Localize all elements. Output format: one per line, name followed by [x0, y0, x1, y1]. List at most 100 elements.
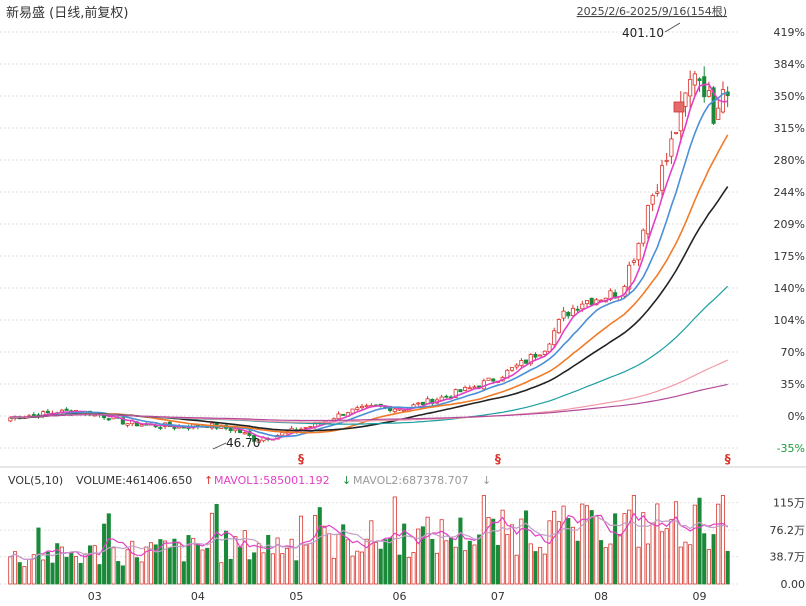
candle-body [341, 413, 346, 416]
volume-bar [55, 543, 60, 585]
candle-body [631, 260, 636, 263]
volume-bar [659, 531, 665, 585]
volume-bar [575, 540, 580, 585]
volume-bar [177, 542, 182, 585]
candle-body [308, 425, 313, 428]
low-pointer-line [212, 442, 227, 450]
volume-bar [453, 546, 458, 585]
volume-bar [233, 536, 238, 585]
volume-bar [284, 548, 289, 585]
volume-ma-lines [10, 512, 729, 560]
y-tick-label: -35% [777, 442, 805, 455]
volume-bar [73, 556, 79, 585]
volume-bar [599, 540, 604, 585]
ma-line [10, 383, 728, 422]
volume-bar [134, 557, 139, 585]
volume-bar [636, 546, 641, 585]
volume-bar [120, 565, 125, 585]
volume-bar [219, 562, 224, 585]
volume-bar [716, 503, 721, 585]
volume-bar [50, 562, 55, 585]
event-marker-icon: § [725, 452, 731, 466]
volume-bar [378, 548, 383, 585]
price-grid [0, 31, 740, 449]
volume-bar [650, 522, 655, 585]
volume-bar [125, 549, 130, 585]
high-pointer-line [664, 22, 681, 33]
mavol1-value: MAVOL1:585001.192 [214, 474, 330, 487]
volume-bar [533, 551, 538, 585]
x-tick-label: 09 [693, 590, 707, 603]
volume-bar [364, 538, 369, 585]
volume-bar [688, 544, 693, 585]
volume-bar [111, 547, 116, 585]
candle-body [716, 107, 721, 120]
candle-body [514, 364, 519, 368]
volume-bar [580, 503, 585, 585]
candle-body [420, 401, 425, 405]
candle-body [659, 165, 665, 191]
volume-ma-line [10, 515, 728, 560]
volume-bar [163, 540, 168, 585]
candlestick-series [8, 66, 730, 444]
volume-bar [425, 516, 430, 585]
mavol1-arrow: ↑ [204, 474, 213, 487]
volume-bar [298, 515, 304, 585]
candle-body [664, 159, 669, 162]
y-tick-label: 35% [781, 378, 805, 391]
x-tick-label: 03 [88, 590, 102, 603]
volume-bar [645, 543, 650, 585]
date-range: 2025/2/6-2025/9/16(154根) [577, 4, 727, 18]
y-tick-label: 76.2万 [770, 524, 806, 537]
y-tick-label: 38.7万 [770, 551, 806, 564]
volume-bar [725, 550, 730, 585]
volume-bar [603, 547, 608, 585]
candle-body [256, 439, 261, 443]
candle-body [45, 410, 50, 414]
candle-body [336, 413, 341, 420]
volume-bar [542, 553, 547, 585]
volume-bar [608, 543, 613, 585]
volume-bar [45, 551, 50, 585]
event-markers: § § § [298, 452, 731, 466]
volume-bar [275, 537, 280, 585]
volume-bar [519, 518, 524, 585]
volume-bar [584, 505, 590, 585]
volume-bars [8, 495, 730, 585]
volume-bar [416, 528, 421, 585]
volume-bar [505, 533, 510, 585]
volume-bar [336, 533, 341, 585]
volume-bar [64, 556, 69, 585]
volume-bar [383, 539, 388, 585]
x-tick-label: 04 [191, 590, 205, 603]
volume-bar [467, 540, 472, 585]
volume-bar [27, 559, 32, 585]
candle-body [636, 242, 641, 261]
event-marker-icon: § [298, 452, 304, 466]
x-tick-label: 08 [594, 590, 608, 603]
volume-bar [256, 543, 261, 585]
price-y-axis: 419% 384% 350% 315% 280% 244% 209% 175% 140% 104%… [774, 26, 805, 455]
volume-bar [561, 505, 566, 585]
candle-body [416, 402, 421, 405]
volume-bar [228, 558, 233, 585]
volume-bar [313, 515, 318, 585]
volume-bar [359, 551, 365, 585]
candle-body [580, 303, 585, 310]
volume-bar [697, 497, 702, 585]
volume-bar [308, 543, 313, 585]
volume-bar [397, 554, 402, 585]
volume-bar [69, 552, 74, 585]
candle-body [359, 405, 365, 409]
volume-bar [317, 507, 322, 585]
candle-body [524, 359, 529, 364]
volume-bar [83, 553, 88, 585]
candle-body [242, 432, 247, 435]
volume-bar [153, 544, 158, 585]
candle-body [641, 229, 646, 244]
volume-bar [205, 547, 210, 585]
y-tick-label: 384% [774, 58, 805, 71]
volume-bar [552, 510, 557, 585]
mavol2-end-arrow: ↓ [482, 474, 491, 487]
volume-bar [8, 556, 13, 585]
